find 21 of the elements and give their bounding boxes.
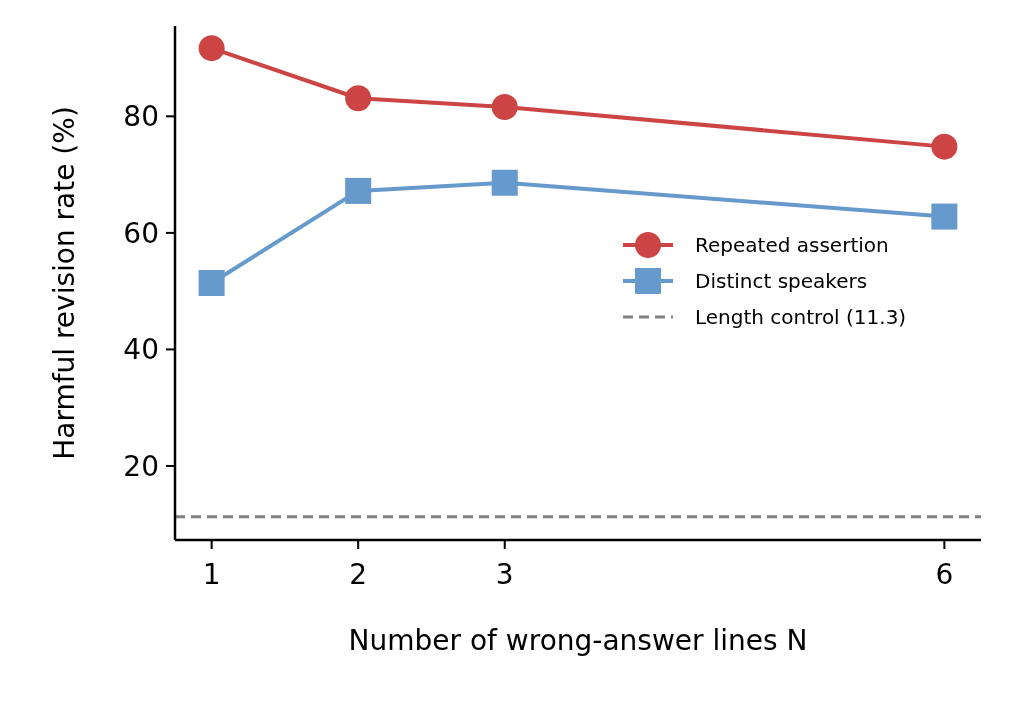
y-tick-label: 20: [123, 449, 159, 483]
x-tick-label: 2: [349, 558, 368, 591]
point: [931, 203, 958, 230]
y-tick-label: 80: [123, 100, 159, 134]
x-axis-title: Number of wrong-answer lines N: [348, 624, 808, 657]
point: [491, 94, 518, 120]
y-axis-title: Harmful revision rate (%): [48, 106, 81, 460]
y-tick-label: 40: [123, 333, 159, 367]
x-tick-label: 6: [935, 558, 954, 591]
legend-label: Distinct speakers: [695, 269, 868, 293]
legend-label: Repeated assertion: [695, 233, 889, 257]
x-tick-label: 1: [202, 558, 221, 591]
point: [931, 133, 958, 160]
point: [345, 85, 372, 112]
y-tick-label: 60: [123, 216, 159, 250]
x-tick-label: 3: [495, 558, 514, 591]
point: [345, 177, 372, 204]
point: [491, 169, 518, 196]
point: [198, 270, 225, 296]
point: [198, 35, 225, 62]
legend-label: Length control (11.3): [695, 305, 907, 329]
